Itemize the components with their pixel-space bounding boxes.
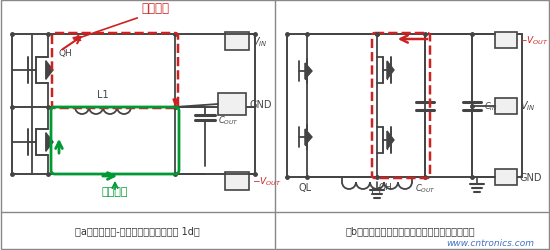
Bar bbox=[495, 169, 517, 185]
Text: $V_{IN}$: $V_{IN}$ bbox=[252, 35, 267, 49]
Text: L1: L1 bbox=[97, 90, 109, 100]
Text: QH: QH bbox=[378, 182, 392, 191]
Text: www.cntronics.com: www.cntronics.com bbox=[446, 238, 534, 248]
Text: （a）反向降压-升压切换电流（重画图 1d）: （a）反向降压-升压切换电流（重画图 1d） bbox=[75, 225, 200, 235]
Polygon shape bbox=[305, 130, 312, 146]
Polygon shape bbox=[173, 100, 178, 106]
Text: QH: QH bbox=[58, 49, 72, 58]
Polygon shape bbox=[46, 134, 53, 152]
Bar bbox=[495, 98, 517, 114]
Text: 持续电流: 持续电流 bbox=[102, 186, 128, 196]
Text: $C_{OUT}$: $C_{OUT}$ bbox=[415, 182, 436, 195]
Text: $-V_{OUT}$: $-V_{OUT}$ bbox=[519, 34, 548, 47]
Polygon shape bbox=[387, 62, 394, 80]
Text: $C_{IN}$: $C_{IN}$ bbox=[484, 100, 498, 112]
Text: （b）进一步优化功率级，减小切换电流回路区域: （b）进一步优化功率级，减小切换电流回路区域 bbox=[345, 225, 475, 235]
Polygon shape bbox=[387, 132, 394, 150]
Text: GND: GND bbox=[249, 100, 272, 110]
Polygon shape bbox=[305, 64, 312, 80]
Text: $-V_{OUT}$: $-V_{OUT}$ bbox=[252, 175, 282, 188]
Bar bbox=[218, 94, 246, 116]
Text: QL: QL bbox=[299, 182, 311, 192]
Text: GND: GND bbox=[520, 172, 542, 182]
Bar bbox=[495, 33, 517, 49]
Text: $C_{OUT}$: $C_{OUT}$ bbox=[218, 114, 239, 126]
Bar bbox=[225, 172, 249, 190]
Bar bbox=[225, 33, 249, 51]
Text: 切换电流: 切换电流 bbox=[141, 2, 169, 15]
Polygon shape bbox=[46, 62, 53, 80]
Text: $V_{IN}$: $V_{IN}$ bbox=[520, 99, 536, 113]
Text: L1: L1 bbox=[371, 186, 383, 196]
